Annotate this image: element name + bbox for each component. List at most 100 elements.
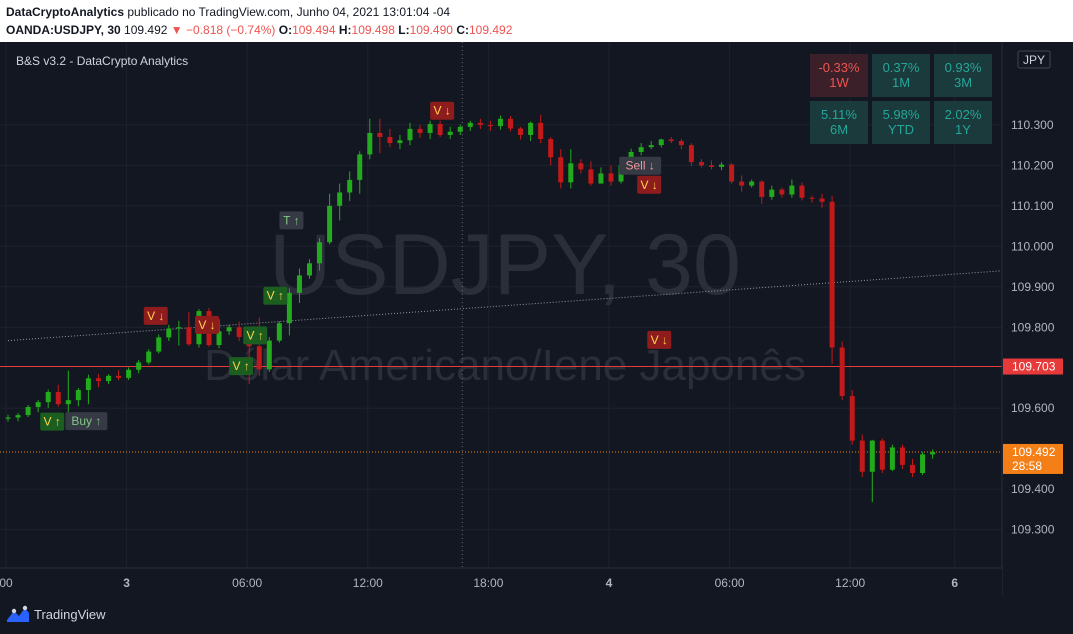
candle-body (729, 164, 735, 182)
signal-background (229, 357, 254, 376)
level-tag-text: 109.703 (1012, 360, 1056, 374)
close-value: 109.492 (468, 23, 513, 37)
chart-area[interactable]: USDJPY, 30 Dólar Americano/Iene Japonês B&… (0, 42, 1073, 596)
candle-body (317, 242, 323, 264)
price-tick-label: 109.300 (1011, 523, 1055, 537)
signal-text: Buy ↑ (71, 414, 101, 428)
signal-label: T ↑ (279, 211, 304, 230)
symbol-label: OANDA:USDJPY, 30 (6, 23, 121, 37)
candle-body (447, 131, 453, 135)
currency-badge-text: JPY (1023, 53, 1045, 67)
signal-background (279, 211, 304, 230)
candle-body (407, 128, 413, 141)
candle-body (477, 122, 483, 125)
candle-body (256, 346, 262, 370)
signal-background (65, 412, 108, 431)
candle-body (869, 440, 875, 472)
publisher-name[interactable]: DataCryptoAnalytics (6, 5, 125, 19)
signal-background (619, 156, 662, 175)
signal-label: V ↓ (637, 175, 662, 194)
close-label: C: (456, 23, 469, 37)
open-value: 109.494 (292, 23, 336, 37)
price-tick-label: 109.400 (1011, 482, 1055, 496)
candle-body (85, 378, 91, 391)
time-tick-label: 06:00 (715, 576, 745, 590)
candle-body (95, 378, 101, 382)
published-text: publicado no TradingView.com, Junho 04, … (127, 5, 451, 19)
performance-period: 1W (829, 75, 849, 90)
signal-text: V ↑ (232, 359, 249, 373)
candle-body (889, 447, 895, 470)
candle-body (186, 327, 192, 345)
price-tick-label: 110.100 (1011, 199, 1054, 213)
candle-body (497, 118, 503, 127)
performance-cell-1m: 0.37% 1M (872, 54, 930, 97)
candle-body (357, 154, 363, 180)
signal-text: V ↓ (147, 309, 164, 323)
time-tick-label: 00 (0, 576, 13, 590)
candle-body (106, 375, 111, 382)
candle-body (45, 392, 51, 403)
countdown-text: 28:58 (1012, 459, 1042, 473)
performance-period: 1M (891, 75, 911, 90)
candle-body (930, 451, 936, 455)
tradingview-logo-icon[interactable] (6, 605, 30, 623)
price-tick-label: 110.200 (1011, 158, 1054, 172)
last-price-tag-text: 109.492 (1012, 445, 1056, 459)
signal-text: Sell ↓ (625, 159, 654, 173)
signal-text: V ↑ (247, 328, 264, 342)
performance-cell-ytd: 5.98% YTD (872, 101, 930, 144)
signal-background (243, 326, 268, 345)
candle-body (276, 323, 282, 341)
candle-body (709, 165, 714, 167)
chart-header: DataCryptoAnalytics publicado no Trading… (0, 0, 1073, 42)
signal-label: V ↑ (40, 412, 65, 431)
candle-body (538, 122, 544, 140)
signal-label: V ↑ (243, 326, 268, 345)
candle-body (387, 137, 393, 144)
candle-body (789, 185, 795, 195)
candle-body (307, 263, 312, 276)
price-tick-label: 110.000 (1011, 239, 1054, 253)
price-change: −0.818 (−0.74%) (186, 23, 276, 37)
candle-body (678, 141, 684, 146)
low-value: 109.490 (409, 23, 453, 37)
candle-body (719, 164, 725, 167)
time-tick-label: 6 (951, 576, 958, 590)
time-axis (0, 568, 1002, 596)
candle-body (226, 327, 232, 332)
price-axis (1002, 42, 1073, 596)
performance-value: 5.11% (821, 107, 857, 122)
candle-body (286, 292, 292, 324)
candle-body (15, 415, 21, 418)
candle-body (146, 351, 152, 363)
candle-body (467, 122, 473, 127)
performance-cell-6m: 5.11% 6M (810, 101, 868, 144)
candle-body (608, 173, 614, 182)
candle-body (55, 392, 61, 405)
candle-body (65, 400, 71, 405)
performance-period: 6M (829, 122, 849, 137)
chart-footer: TradingView (0, 596, 1073, 634)
candle-body (658, 139, 664, 146)
watermark-name: Dólar Americano/Iene Japonês (204, 341, 806, 390)
tradingview-brand[interactable]: TradingView (34, 607, 106, 622)
candle-body (558, 157, 564, 183)
candle-body (457, 126, 463, 132)
last-price-tag (1003, 443, 1063, 474)
candle-body (588, 169, 594, 184)
signal-background (194, 315, 219, 334)
performance-cell-1w: -0.33% 1W (810, 54, 868, 97)
candle-body (176, 327, 182, 329)
price-tick-label: 109.800 (1011, 320, 1055, 334)
time-tick-label: 18:00 (473, 576, 503, 590)
candle-body (849, 396, 855, 441)
candle-body (839, 347, 845, 397)
candle-body (829, 201, 835, 348)
candle-body (397, 140, 403, 144)
candle-body (417, 128, 423, 133)
price-tick-label: 110.300 (1011, 118, 1054, 132)
signal-label: V ↓ (647, 330, 672, 349)
candle-body (638, 147, 644, 152)
signal-label: Sell ↓ (619, 156, 662, 175)
